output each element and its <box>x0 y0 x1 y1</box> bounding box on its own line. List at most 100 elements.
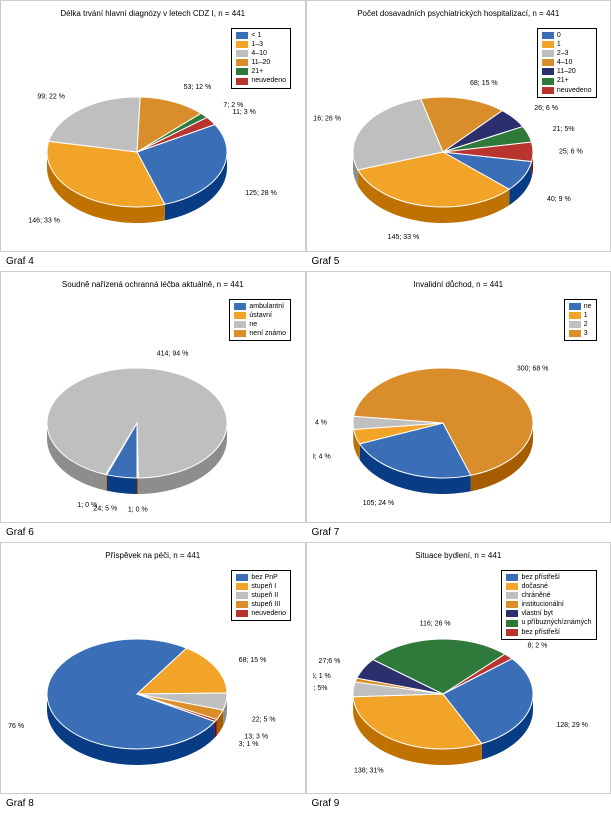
legend-item: stupeň III <box>236 600 286 609</box>
slice-label: 11; 3 % <box>233 109 256 116</box>
legend-item: vlastní byt <box>506 609 591 618</box>
graf4-caption: Graf 4 <box>0 252 306 271</box>
legend-item: není známo <box>234 329 286 338</box>
legend-item: neuvedeno <box>542 86 592 95</box>
legend-swatch <box>236 583 248 590</box>
slice-label: 300; 68 % <box>516 365 548 372</box>
slice-label: 68; 15 % <box>239 657 267 664</box>
legend-item: 0 <box>542 31 592 40</box>
legend-swatch <box>542 50 554 57</box>
legend-swatch <box>506 629 518 636</box>
legend-swatch <box>569 312 581 319</box>
legend-label: neuvedeno <box>251 76 286 85</box>
legend-swatch <box>542 32 554 39</box>
legend-label: chráněné <box>521 591 550 600</box>
graf8-area: 335; 76 %68; 15 %22; 5 %13; 3 %3; 1 %bez… <box>7 564 297 789</box>
slice-label: 1; 0 % <box>128 506 148 513</box>
legend-label: 1–3 <box>251 40 263 49</box>
slice-label: 8; 2 % <box>527 642 547 649</box>
legend-item: bez přístřeší <box>506 628 591 637</box>
pie-side <box>137 478 138 494</box>
legend-label: ústavní <box>249 311 272 320</box>
graf9-area: 128; 29 %138; 31%19; 5%5; 1 %27;6 %116; … <box>313 564 603 789</box>
legend-label: bez přístřeší <box>521 628 560 637</box>
legend-item: 1 <box>542 40 592 49</box>
legend-label: 1 <box>557 40 561 49</box>
slice-label: 19; 4 % <box>313 454 331 461</box>
legend-label: stupeň III <box>251 600 280 609</box>
graf8-legend: bez PnPstupeň Istupeň IIstupeň IIIneuved… <box>231 570 291 621</box>
graf8-cell: Příspěvek na péči, n = 441335; 76 %68; 1… <box>0 542 306 794</box>
legend-item: 4–10 <box>236 49 286 58</box>
slice-label: 22; 5 % <box>252 717 276 724</box>
legend-swatch <box>542 87 554 94</box>
legend-swatch <box>506 574 518 581</box>
graf4-legend: < 11–34–1011–2021+neuvedeno <box>231 28 291 89</box>
legend-item: u příbuzných/známých <box>506 618 591 627</box>
slice-label: 1; 0 % <box>77 502 97 509</box>
graf9-caption: Graf 9 <box>306 794 611 813</box>
slice-label: 335; 76 % <box>7 723 24 730</box>
legend-item: 2 <box>569 320 592 329</box>
graf6-cell: Soudně nařízená ochranná léčba aktuálně,… <box>0 271 306 523</box>
legend-label: 2 <box>584 320 588 329</box>
slice-label: 414; 94 % <box>157 350 189 357</box>
legend-swatch <box>236 50 248 57</box>
legend-swatch <box>236 32 248 39</box>
slice-label: 3; 1 % <box>239 741 259 748</box>
slice-label: 145; 33 % <box>387 234 419 241</box>
legend-item: 21+ <box>236 67 286 76</box>
legend-swatch <box>236 610 248 617</box>
legend-label: < 1 <box>251 31 261 40</box>
slice-label: 19; 5% <box>313 685 327 692</box>
legend-label: institucionální <box>521 600 563 609</box>
graf9-legend: bez přístřešídočasnéchráněnéinstitucioná… <box>501 570 596 640</box>
legend-label: bez přístřeší <box>521 573 560 582</box>
slice-label: 40; 9 % <box>546 196 570 203</box>
legend-label: není známo <box>249 329 286 338</box>
graf7-pie: 105; 24 %19; 4 %17; 4 %300; 68 % <box>313 293 603 518</box>
graf9-cell: Situace bydlení, n = 441128; 29 %138; 31… <box>306 542 611 794</box>
legend-label: dočasné <box>521 582 547 591</box>
legend-swatch <box>569 303 581 310</box>
slice-label: 99; 22 % <box>37 93 65 100</box>
legend-swatch <box>506 583 518 590</box>
legend-swatch <box>506 620 518 627</box>
graf5-area: 40; 9 %145; 33 %116; 26 %68; 15 %26; 6 %… <box>313 22 603 247</box>
slice-label: 26; 6 % <box>534 105 558 112</box>
legend-item: 1–3 <box>236 40 286 49</box>
legend-item: stupeň I <box>236 582 286 591</box>
legend-item: stupeň II <box>236 591 286 600</box>
legend-swatch <box>236 68 248 75</box>
legend-swatch <box>236 78 248 85</box>
legend-swatch <box>542 68 554 75</box>
legend-label: 1 <box>584 311 588 320</box>
graf4-title: Délka trvání hlavní diagnózy v letech CD… <box>7 9 299 18</box>
graf5-cell: Počet dosavadních psychiatrických hospit… <box>306 0 611 252</box>
legend-swatch <box>234 303 246 310</box>
legend-item: chráněné <box>506 591 591 600</box>
slice-label: 146; 33 % <box>28 218 60 225</box>
legend-item: bez přístřeší <box>506 573 591 582</box>
legend-label: neuvedeno <box>251 609 286 618</box>
slice-label: 105; 24 % <box>362 500 394 507</box>
legend-label: u příbuzných/známých <box>521 618 591 627</box>
legend-item: 11–20 <box>236 58 286 67</box>
legend-swatch <box>542 41 554 48</box>
legend-swatch <box>506 610 518 617</box>
legend-swatch <box>234 312 246 319</box>
legend-label: stupeň I <box>251 582 276 591</box>
slice-label: 128; 29 % <box>556 722 588 729</box>
slice-label: 53; 12 % <box>184 84 212 91</box>
legend-swatch <box>236 59 248 66</box>
legend-label: stupeň II <box>251 591 278 600</box>
graf7-legend: ne123 <box>564 299 597 341</box>
legend-item: ústavní <box>234 311 286 320</box>
chart-grid: Délka trvání hlavní diagnózy v letech CD… <box>0 0 611 813</box>
pie-side <box>215 719 217 737</box>
legend-swatch <box>506 601 518 608</box>
legend-swatch <box>234 330 246 337</box>
legend-item: neuvedeno <box>236 609 286 618</box>
legend-item: 21+ <box>542 76 592 85</box>
legend-label: 3 <box>584 329 588 338</box>
